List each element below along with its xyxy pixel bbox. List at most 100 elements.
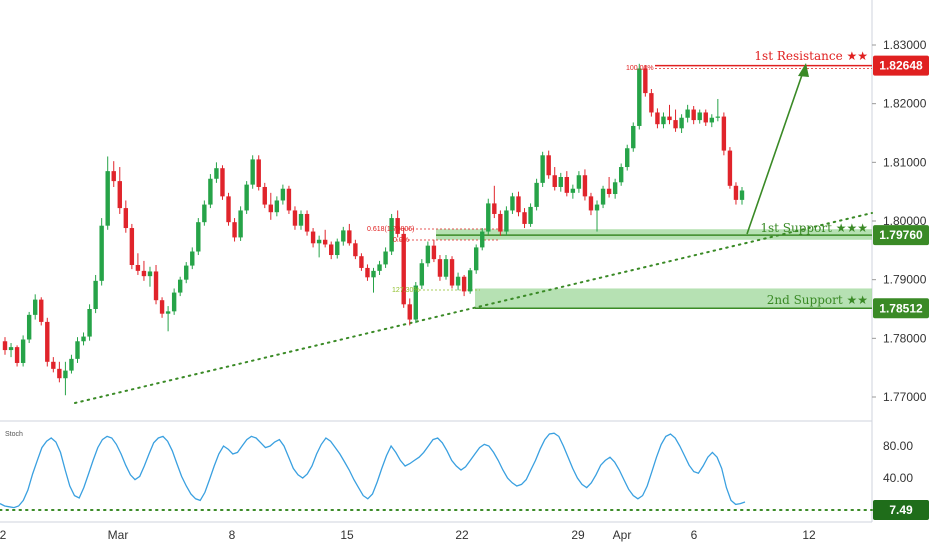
candle-body [220, 168, 225, 197]
candle-body [703, 112, 708, 123]
candle-body [564, 177, 570, 193]
candle-body [123, 208, 129, 229]
candle-body [196, 222, 201, 252]
candle-body [691, 109, 696, 121]
candle-body [244, 184, 249, 211]
candle-body [238, 210, 243, 238]
candle-body [661, 116, 666, 125]
candles [2, 63, 745, 396]
candle-body [292, 210, 298, 226]
candle-body [739, 190, 745, 200]
candle-body [528, 206, 533, 224]
candle-body [280, 188, 286, 201]
fib100-label: 100.00% [626, 65, 654, 72]
candle-body [425, 245, 431, 264]
candle-body [637, 68, 642, 126]
candle-body [709, 117, 714, 123]
candle-body [365, 267, 370, 278]
candle-body [81, 336, 86, 342]
projection-arrow-head [798, 63, 809, 77]
support2-badge [873, 298, 929, 319]
candle-body [268, 204, 274, 213]
candle-body [473, 247, 479, 271]
candle-body [510, 196, 515, 211]
level-labels: 1.82648 1.79760 1.78512 1st Resistance ★★ 1s… [367, 49, 929, 520]
time-tick-label: 15 [340, 528, 354, 542]
candle-body [129, 228, 135, 265]
candle-body [419, 263, 425, 286]
candle-body [407, 304, 412, 320]
candle-body [51, 361, 56, 369]
candle-body [87, 309, 92, 337]
candle-body [75, 341, 80, 359]
candle-body [57, 368, 62, 379]
candle-body [594, 204, 600, 211]
candle-body [727, 150, 733, 186]
candle-body [274, 200, 280, 213]
candle-body [552, 175, 557, 187]
candle-body [461, 276, 467, 292]
candle-body [697, 112, 702, 121]
resistance-label: 1st Resistance ★★ [754, 49, 868, 63]
stoch-line [0, 432, 746, 509]
candle-body [232, 222, 237, 238]
candle-body [715, 116, 721, 118]
candle-body [371, 270, 376, 278]
candle-body [455, 276, 461, 286]
time-tick-label: 12 [802, 528, 816, 542]
candle-body [655, 112, 660, 125]
candle-body [214, 168, 219, 179]
stoch-title: Stoch [5, 431, 23, 438]
stoch-panel: Stoch [0, 431, 873, 511]
candle-body [39, 299, 44, 322]
candle-body [329, 244, 334, 256]
candle-body [486, 203, 491, 232]
price-tick-label: 1.78000 [883, 331, 927, 345]
candle-body [480, 231, 485, 248]
candle-body [14, 347, 20, 363]
candle-body [165, 311, 171, 314]
candle-body [111, 171, 116, 182]
candle-body [588, 196, 594, 211]
candle-body [208, 178, 213, 205]
candle-body [504, 210, 509, 232]
price-tick-label: 1.79000 [883, 273, 927, 287]
axes: 1.83000 1.82000 1.81000 1.80000 1.79000 1.780… [0, 38, 927, 542]
candle-body [99, 225, 104, 281]
candle-body [389, 218, 394, 252]
candle-body [335, 241, 340, 256]
candle-body [721, 116, 727, 151]
candle-body [631, 125, 636, 149]
candle-body [673, 120, 678, 129]
time-tick-label: 2 [0, 528, 7, 542]
support2-label: 2nd Support ★★ [767, 293, 868, 307]
candle-body [341, 230, 346, 242]
price-tick-label: 1.77000 [883, 390, 927, 404]
candle-body [202, 204, 207, 223]
candle-body [401, 233, 406, 305]
candle-body [135, 265, 141, 271]
candle-body [262, 186, 267, 205]
stoch-value-badge [873, 500, 929, 520]
fib618-label: 0.618(1.79806) [367, 226, 414, 233]
candle-body [304, 213, 310, 232]
price-tick-label: 1.80000 [883, 214, 927, 228]
candle-body [643, 68, 648, 94]
candle-body [582, 175, 588, 197]
candle-body [606, 188, 612, 195]
time-tick-label: 8 [229, 528, 236, 542]
candle-body [310, 231, 316, 244]
candle-body [570, 188, 576, 193]
candle-body [492, 203, 497, 214]
candle-body [93, 280, 98, 309]
candle-body [159, 300, 165, 314]
support2-value: 1.78512 [879, 301, 923, 315]
support1-label: 1st Support ★★★ [760, 221, 868, 235]
candle-body [177, 279, 183, 293]
fib1273-label: 127.30% [392, 287, 420, 294]
candle-body [190, 251, 195, 266]
